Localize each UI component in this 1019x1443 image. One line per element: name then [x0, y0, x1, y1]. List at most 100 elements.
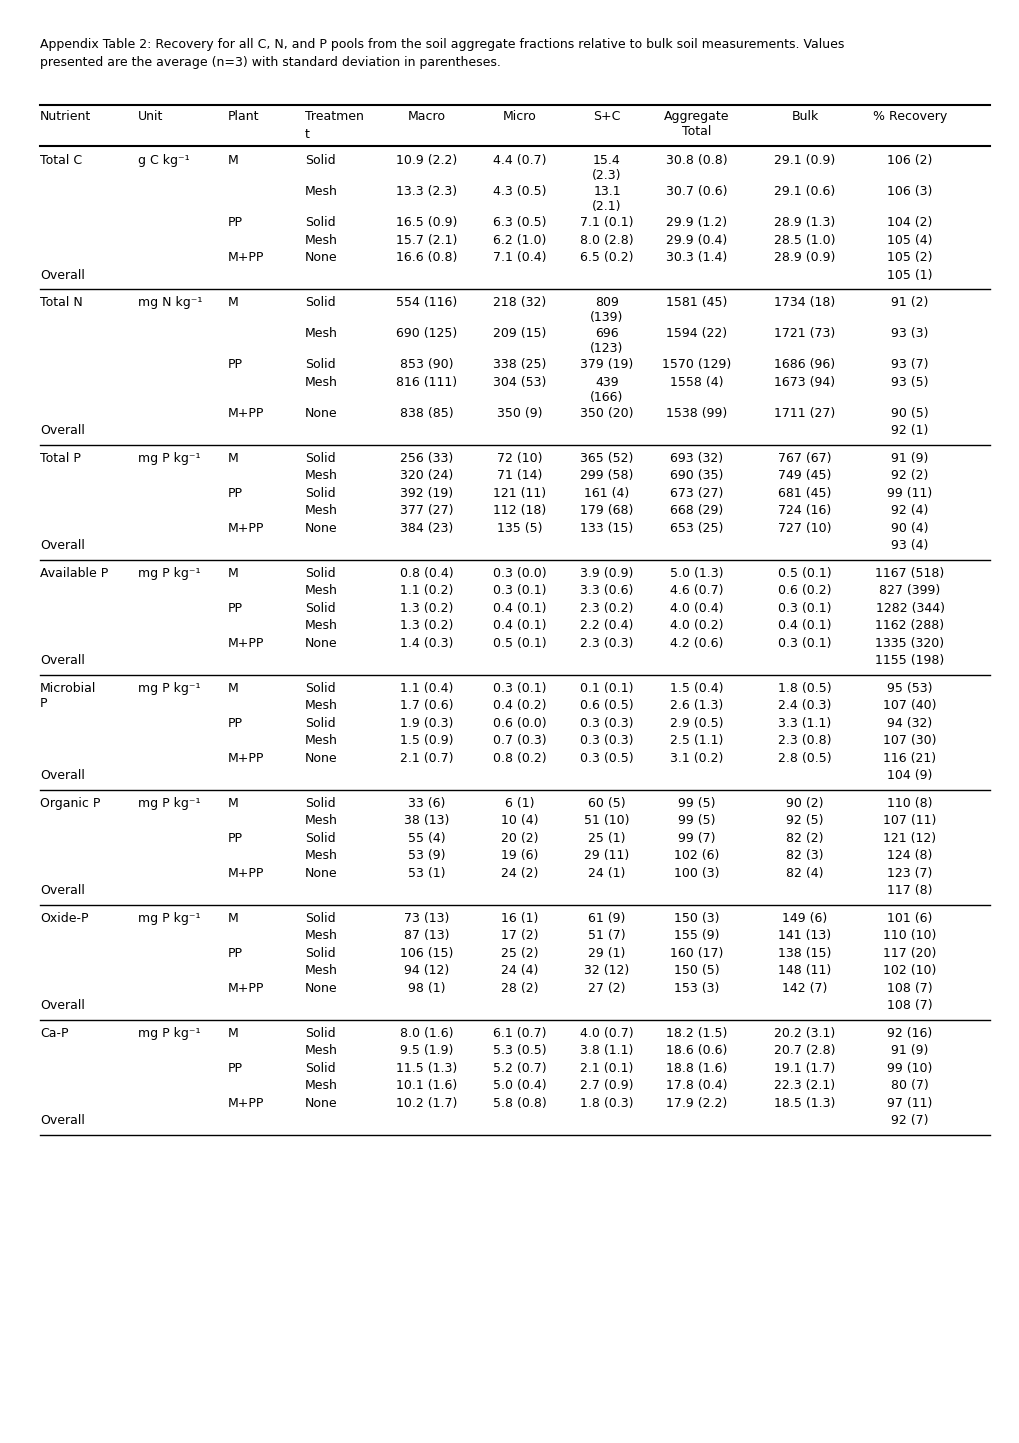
Text: 82 (4): 82 (4) [786, 866, 823, 879]
Text: 29 (11): 29 (11) [584, 848, 629, 861]
Text: 1.7 (0.6): 1.7 (0.6) [399, 698, 453, 711]
Text: 693 (32): 693 (32) [669, 452, 722, 465]
Text: Solid: Solid [305, 1026, 335, 1039]
Text: 1594 (22): 1594 (22) [665, 328, 727, 341]
Text: Overall: Overall [40, 999, 85, 1012]
Text: 155 (9): 155 (9) [674, 929, 719, 942]
Text: 102 (10): 102 (10) [882, 964, 935, 977]
Text: 55 (4): 55 (4) [408, 831, 445, 844]
Text: 17 (2): 17 (2) [500, 929, 538, 942]
Text: 16.6 (0.8): 16.6 (0.8) [396, 251, 458, 264]
Text: M: M [228, 452, 238, 465]
Text: 0.3 (0.1): 0.3 (0.1) [493, 584, 546, 597]
Text: None: None [305, 251, 337, 264]
Text: 5.0 (0.4): 5.0 (0.4) [493, 1079, 546, 1092]
Text: 6 (1): 6 (1) [504, 797, 534, 810]
Text: 0.3 (0.3): 0.3 (0.3) [580, 717, 633, 730]
Text: Mesh: Mesh [305, 734, 337, 747]
Text: 32 (12): 32 (12) [584, 964, 629, 977]
Text: 161 (4): 161 (4) [584, 486, 629, 499]
Text: 160 (17): 160 (17) [669, 947, 722, 960]
Text: PP: PP [228, 947, 243, 960]
Text: 7.1 (0.1): 7.1 (0.1) [580, 216, 633, 229]
Text: 29.9 (0.4): 29.9 (0.4) [665, 234, 727, 247]
Text: S+C: S+C [593, 110, 621, 123]
Text: 1570 (129): 1570 (129) [661, 358, 731, 371]
Text: 1558 (4): 1558 (4) [669, 375, 723, 388]
Text: 18.6 (0.6): 18.6 (0.6) [665, 1043, 727, 1058]
Text: 767 (67): 767 (67) [777, 452, 830, 465]
Text: Overall: Overall [40, 268, 85, 281]
Text: 320 (24): 320 (24) [400, 469, 453, 482]
Text: 108 (7): 108 (7) [887, 981, 932, 994]
Text: Overall: Overall [40, 424, 85, 437]
Text: 101 (6): 101 (6) [887, 912, 931, 925]
Text: 112 (18): 112 (18) [493, 504, 546, 517]
Text: 73 (13): 73 (13) [404, 912, 449, 925]
Text: Solid: Solid [305, 452, 335, 465]
Text: 60 (5): 60 (5) [588, 797, 626, 810]
Text: 28 (2): 28 (2) [500, 981, 538, 994]
Text: Solid: Solid [305, 797, 335, 810]
Text: M: M [228, 797, 238, 810]
Text: M+PP: M+PP [228, 1097, 264, 1110]
Text: 80 (7): 80 (7) [891, 1079, 928, 1092]
Text: 2.4 (0.3): 2.4 (0.3) [777, 698, 830, 711]
Text: 20.2 (3.1): 20.2 (3.1) [773, 1026, 835, 1039]
Text: 138 (15): 138 (15) [777, 947, 830, 960]
Text: 4.2 (0.6): 4.2 (0.6) [669, 636, 722, 649]
Text: 0.3 (0.1): 0.3 (0.1) [777, 602, 830, 615]
Text: 13.1
(2.1): 13.1 (2.1) [592, 185, 622, 214]
Text: 2.3 (0.8): 2.3 (0.8) [777, 734, 830, 747]
Text: 51 (7): 51 (7) [588, 929, 626, 942]
Text: Mesh: Mesh [305, 375, 337, 388]
Text: PP: PP [228, 602, 243, 615]
Text: 117 (8): 117 (8) [887, 885, 931, 898]
Text: None: None [305, 407, 337, 420]
Text: 53 (9): 53 (9) [408, 848, 445, 861]
Text: 10.1 (1.6): 10.1 (1.6) [396, 1079, 458, 1092]
Text: 92 (2): 92 (2) [891, 469, 927, 482]
Text: 1.9 (0.3): 1.9 (0.3) [399, 717, 453, 730]
Text: 2.9 (0.5): 2.9 (0.5) [669, 717, 723, 730]
Text: 10 (4): 10 (4) [500, 814, 538, 827]
Text: 6.1 (0.7): 6.1 (0.7) [493, 1026, 546, 1039]
Text: 107 (11): 107 (11) [882, 814, 935, 827]
Text: 24 (4): 24 (4) [500, 964, 538, 977]
Text: 72 (10): 72 (10) [497, 452, 542, 465]
Text: 17.9 (2.2): 17.9 (2.2) [665, 1097, 727, 1110]
Text: 0.8 (0.4): 0.8 (0.4) [399, 567, 453, 580]
Text: 99 (7): 99 (7) [678, 831, 715, 844]
Text: Bulk: Bulk [791, 110, 818, 123]
Text: 22.3 (2.1): 22.3 (2.1) [773, 1079, 835, 1092]
Text: 99 (11): 99 (11) [887, 486, 931, 499]
Text: 1.8 (0.3): 1.8 (0.3) [580, 1097, 633, 1110]
Text: Overall: Overall [40, 885, 85, 898]
Text: 0.5 (0.1): 0.5 (0.1) [493, 636, 546, 649]
Text: 11.5 (1.3): 11.5 (1.3) [396, 1062, 458, 1075]
Text: M+PP: M+PP [228, 752, 264, 765]
Text: Mesh: Mesh [305, 504, 337, 517]
Text: 20.7 (2.8): 20.7 (2.8) [773, 1043, 835, 1058]
Text: 816 (111): 816 (111) [396, 375, 458, 388]
Text: Overall: Overall [40, 654, 85, 667]
Text: 82 (2): 82 (2) [786, 831, 823, 844]
Text: 0.6 (0.2): 0.6 (0.2) [777, 584, 830, 597]
Text: 18.8 (1.6): 18.8 (1.6) [665, 1062, 727, 1075]
Text: 28.9 (1.3): 28.9 (1.3) [773, 216, 835, 229]
Text: 104 (2): 104 (2) [887, 216, 931, 229]
Text: 668 (29): 668 (29) [669, 504, 722, 517]
Text: 350 (20): 350 (20) [580, 407, 633, 420]
Text: Aggregate
Total: Aggregate Total [663, 110, 729, 139]
Text: 1.4 (0.3): 1.4 (0.3) [399, 636, 453, 649]
Text: 365 (52): 365 (52) [580, 452, 633, 465]
Text: Mesh: Mesh [305, 698, 337, 711]
Text: 82 (3): 82 (3) [786, 848, 823, 861]
Text: Ca-P: Ca-P [40, 1026, 68, 1039]
Text: 3.3 (1.1): 3.3 (1.1) [777, 717, 830, 730]
Text: 554 (116): 554 (116) [396, 296, 458, 309]
Text: Organic P: Organic P [40, 797, 100, 810]
Text: 153 (3): 153 (3) [674, 981, 719, 994]
Text: None: None [305, 1097, 337, 1110]
Text: 1734 (18): 1734 (18) [773, 296, 835, 309]
